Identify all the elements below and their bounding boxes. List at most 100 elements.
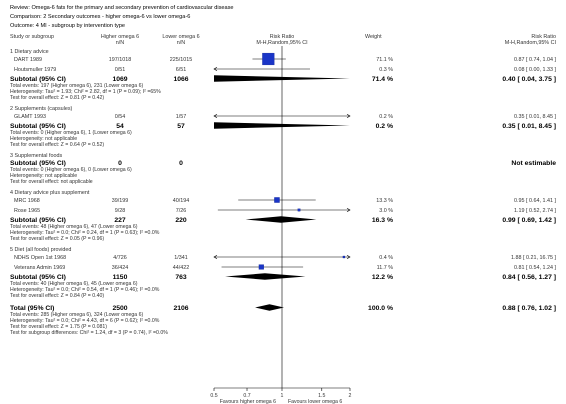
study-ci: 0.35 [ 0.01, 8.45 ] xyxy=(514,114,556,120)
subtotal-label: Subtotal (95% CI) xyxy=(10,76,66,83)
total-note: Heterogeneity: Tau² = 0.0; Chi² = 4.43, … xyxy=(10,318,160,324)
col-higher-subheader: n/N xyxy=(116,40,124,46)
subtotal-lower: 1066 xyxy=(173,76,188,83)
subgroup-note: Total events: 197 (Higher omega 6), 231 … xyxy=(10,83,143,89)
subtotal-weight: 71.4 % xyxy=(372,76,393,83)
subtotal-lower: 763 xyxy=(175,274,187,281)
study-effect-box xyxy=(342,255,346,259)
study-lower-events: 1/341 xyxy=(174,255,188,261)
subtotal-label: Subtotal (95% CI) xyxy=(10,217,66,224)
subtotal-weight: 12.2 % xyxy=(372,274,393,281)
study-weight: 3.0 % xyxy=(379,208,393,214)
subtotal-diamond xyxy=(214,122,350,129)
col-lower-subheader: n/N xyxy=(177,40,185,46)
ci-arrow-left xyxy=(213,254,218,260)
rows-layer: 1 Dietary advice DART 1989 197/1018 225/101… xyxy=(10,49,556,336)
study-ci: 1.19 [ 0.52, 2.74 ] xyxy=(514,208,556,214)
subgroup-note: Total events: 0 (Higher omega 6), 1 (Low… xyxy=(10,130,132,136)
total-diamond xyxy=(255,304,284,311)
study-lower-events: 1/57 xyxy=(176,114,187,120)
subtotal-label: Subtotal (95% CI) xyxy=(10,160,66,167)
group-title: 4 Dietary advice plus supplement xyxy=(10,190,90,196)
study-name: DART 1989 xyxy=(14,57,42,63)
x-tick-label: 0.5 xyxy=(210,393,217,399)
subgroup-note: Total events: 0 (Higher omega 6), 0 (Low… xyxy=(10,167,132,173)
study-ci: 0.08 [ 0.00, 1.33 ] xyxy=(514,67,556,73)
study-lower-events: 40/194 xyxy=(173,198,190,204)
subgroup-note: Heterogeneity: not applicable xyxy=(10,173,77,179)
study-lower-events: 6/51 xyxy=(176,67,187,73)
subtotal-label: Subtotal (95% CI) xyxy=(10,274,66,281)
subtotal-lower: 0 xyxy=(179,160,183,167)
outcome-title: Outcome: 4 MI - subgroup by intervention… xyxy=(10,23,125,29)
study-weight: 0.3 % xyxy=(379,67,393,73)
study-name: Houtsmuller 1979 xyxy=(14,67,56,73)
subtotal-weight: 16.3 % xyxy=(372,217,393,224)
subtotal-higher: 1150 xyxy=(113,274,128,281)
x-tick-label: 0.7 xyxy=(243,393,250,399)
ci-arrow-left xyxy=(213,66,218,72)
study-higher-events: 197/1018 xyxy=(109,57,131,63)
study-name: Veterans Admin 1969 xyxy=(14,265,65,271)
subgroup-note: Test for overall effect: not applicable xyxy=(10,179,93,185)
subtotal-diamond xyxy=(225,273,306,280)
study-higher-events: 0/51 xyxy=(115,67,126,73)
subgroup-note: Heterogeneity: not applicable xyxy=(10,136,77,142)
study-weight: 0.2 % xyxy=(379,114,393,120)
study-lower-events: 44/422 xyxy=(173,265,190,271)
comparison-title: Comparison: 2 Secondary outcomes - highe… xyxy=(10,14,190,20)
col-rr-subheader: M-H,Random,95% CI xyxy=(256,40,307,46)
col-rr2-subheader: M-H,Random,95% CI xyxy=(505,40,556,46)
subgroup-note: Test for overall effect: Z = 0.81 (P = 0… xyxy=(10,95,104,101)
group-title: 3 Supplemental foods xyxy=(10,153,62,159)
subtotal-higher: 0 xyxy=(118,160,122,167)
study-weight: 11.7 % xyxy=(377,265,394,271)
study-higher-events: 36/424 xyxy=(112,265,129,271)
study-effect-box xyxy=(274,197,280,203)
study-effect-box xyxy=(297,208,301,212)
col-higher-header: Higher omega 6 xyxy=(101,34,139,40)
total-note: Test for overall effect: Z = 1.75 (P = 0… xyxy=(10,324,107,330)
study-lower-events: 225/1015 xyxy=(170,57,192,63)
subtotal-ci: 0.35 [ 0.01, 8.45 ] xyxy=(502,123,556,130)
study-higher-events: 4/726 xyxy=(113,255,127,261)
x-label-left: Favours higher omega 6 xyxy=(220,399,276,404)
total-note: Total events: 285 (Higher omega 6), 324 … xyxy=(10,312,143,318)
subtotal-diamond xyxy=(214,75,350,82)
study-lower-events: 7/26 xyxy=(176,208,187,214)
plot-layer: 0.5 0.7 1 1.5 2 Favours higher omega 6 Favours… xyxy=(210,46,352,404)
study-effect-box xyxy=(262,52,275,66)
subtotal-ci: 0.99 [ 0.69, 1.42 ] xyxy=(502,217,556,224)
col-study-header: Study or subgroup xyxy=(10,34,54,40)
study-name: MRC 1968 xyxy=(14,198,40,204)
subtotal-higher: 1069 xyxy=(112,76,127,83)
study-name: Rose 1965 xyxy=(14,208,40,214)
study-ci: 0.87 [ 0.74, 1.04 ] xyxy=(514,57,556,63)
review-title: Review: Omega-6 fats for the primary and… xyxy=(10,5,234,11)
x-tick-label: 1.5 xyxy=(318,393,325,399)
subgroup-note: Heterogeneity: Tau² = 0.0; Chi² = 0.54, … xyxy=(10,287,160,293)
subgroup-note: Test for overall effect: Z = 0.84 (P = 0… xyxy=(10,293,104,299)
col-rr2-header: Risk Ratio xyxy=(531,34,556,40)
subgroup-note: Total events: 48 (Higher omega 6), 47 (L… xyxy=(10,224,138,230)
col-weight-header: Weight xyxy=(365,34,382,40)
x-label-right: Favours lower omega 6 xyxy=(288,399,342,404)
subtotal-weight: 0.2 % xyxy=(376,123,393,130)
study-ci: 0.95 [ 0.64, 1.41 ] xyxy=(514,198,556,204)
group-title: 1 Dietary advice xyxy=(10,49,49,55)
subgroup-note: Heterogeneity: Tau² = 1.93; Chi² = 2.82,… xyxy=(10,89,161,95)
subtotal-lower: 220 xyxy=(175,217,187,224)
study-higher-events: 39/199 xyxy=(112,198,129,204)
subtotal-higher: 227 xyxy=(114,217,126,224)
study-weight: 13.3 % xyxy=(376,198,393,204)
x-tick-label: 1 xyxy=(281,393,284,399)
study-ci: 1.88 [ 0.21, 16.75 ] xyxy=(511,255,556,261)
total-ci: 0.88 [ 0.76, 1.02 ] xyxy=(502,305,556,312)
subgroup-note: Heterogeneity: Tau² = 0.0; Chi² = 0.24, … xyxy=(10,230,160,236)
total-note: Test for subgroup differences: Chi² = 1.… xyxy=(10,330,168,336)
study-higher-events: 9/28 xyxy=(115,208,126,214)
subgroup-note: Test for overall effect: Z = 0.05 (P = 0… xyxy=(10,236,104,242)
group-title: 2 Supplements (capsules) xyxy=(10,106,73,112)
subtotal-ci: 0.84 [ 0.56, 1.27 ] xyxy=(502,274,556,281)
total-lower: 2106 xyxy=(173,305,188,312)
